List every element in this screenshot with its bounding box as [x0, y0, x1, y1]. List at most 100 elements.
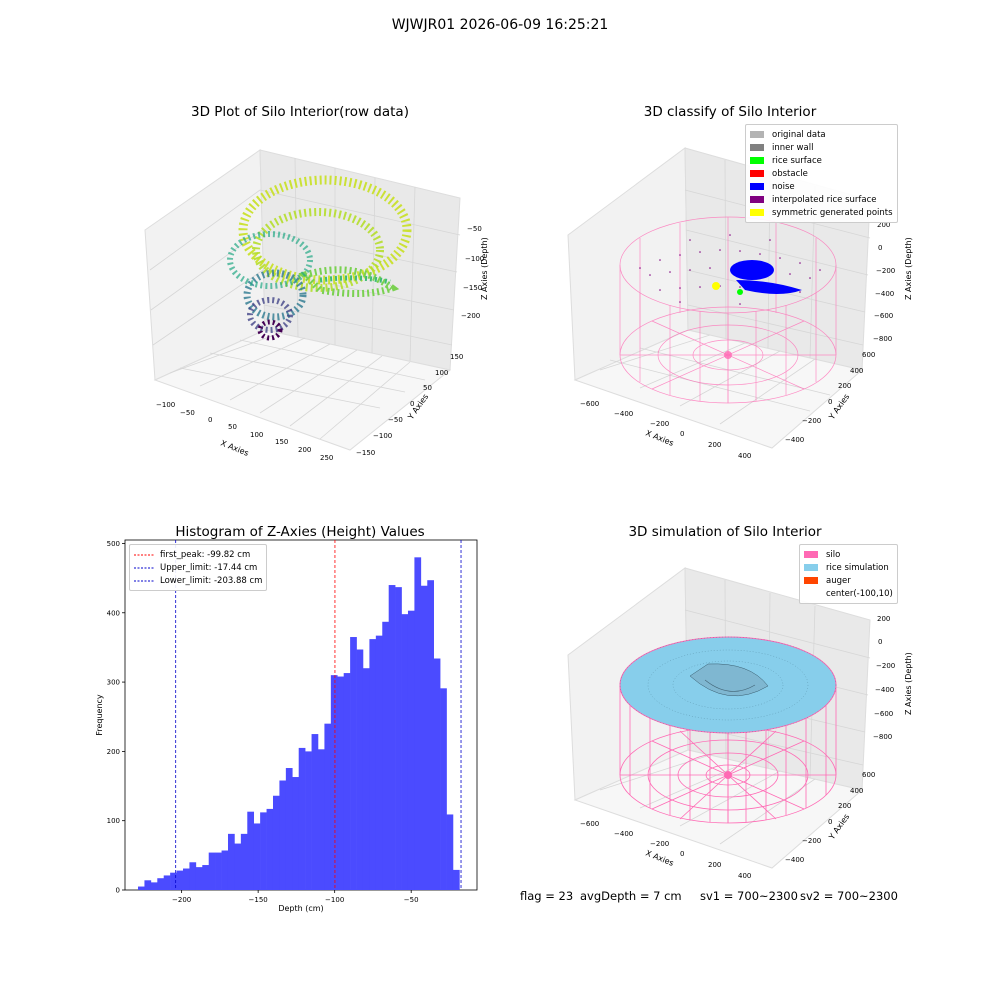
histogram-bar — [452, 869, 460, 890]
legend-label: obstacle — [772, 168, 808, 179]
sv2-text: sv2 = 700~2300 — [800, 889, 898, 903]
sim-x-axis-label: X Axies — [644, 849, 675, 868]
legend-item: rice surface — [750, 154, 893, 167]
legend-label: silo — [826, 549, 841, 560]
raw-3d-plot: −100 −50 0 50 100 150 200 250 −150 −100 … — [144, 149, 489, 462]
sim-ztick: −800 — [873, 733, 892, 741]
raw-ytick: 100 — [435, 369, 448, 377]
legend-item: Upper_limit: -17.44 cm — [134, 561, 262, 574]
raw-xtick: −50 — [180, 409, 195, 417]
classify-plot-title: 3D classify of Silo Interior — [643, 104, 817, 120]
classify-xtick: 0 — [680, 430, 684, 438]
legend-label: inner wall — [772, 142, 814, 153]
classify-xtick: −400 — [614, 410, 633, 418]
histogram-bars — [138, 557, 460, 890]
histogram-bar — [420, 585, 428, 890]
simulation-plot-title: 3D simulation of Silo Interior — [628, 524, 822, 540]
raw-xtick: 100 — [250, 431, 263, 439]
legend-item: auger — [804, 574, 893, 587]
histogram-bar — [150, 882, 158, 890]
histogram-bar — [240, 833, 248, 890]
classify-ytick: 200 — [838, 382, 851, 390]
y-tick-label: 500 — [107, 540, 120, 548]
sim-silo-wireframe — [619, 685, 837, 824]
classify-ytick: 600 — [862, 351, 875, 359]
x-tick-label: −200 — [172, 896, 191, 904]
legend-swatch — [750, 144, 764, 151]
sim-ytick: 200 — [838, 802, 851, 810]
sim-ytick: −200 — [802, 837, 821, 845]
raw-ytick: 0 — [410, 400, 414, 408]
histogram-bar — [356, 649, 364, 890]
legend-label: interpolated rice surface — [772, 194, 877, 205]
histogram-bar — [144, 880, 152, 890]
classify-rice-surface-points — [737, 289, 743, 295]
histogram-bar — [305, 751, 312, 890]
histogram-bar — [311, 734, 319, 890]
legend-swatch — [750, 183, 764, 190]
x-tick-label: −150 — [249, 896, 268, 904]
histogram-bar — [433, 658, 441, 890]
legend-label: rice simulation — [826, 562, 889, 573]
classify-legend: original data inner wall rice surface ob… — [745, 124, 898, 223]
classify-ytick: 0 — [828, 398, 832, 406]
histogram-bar — [350, 637, 357, 890]
figure-title: WJWJR01 2026-06-09 16:25:21 — [391, 17, 609, 33]
sim-ztick: 200 — [877, 615, 890, 623]
classify-ztick: −600 — [874, 312, 893, 320]
histogram-bar — [375, 635, 383, 890]
histogram-bar — [247, 811, 255, 890]
legend-swatch — [804, 551, 818, 558]
histogram-bar — [176, 870, 184, 890]
histogram-bar — [253, 823, 261, 890]
classify-z-axis-label: Z Axies (Depth) — [904, 237, 913, 300]
histogram-bar — [440, 688, 447, 890]
classify-3d-plot: −600 −400 −200 0 200 400 −400 −200 0 200… — [567, 147, 913, 460]
histogram-reference-lines — [175, 540, 462, 890]
legend-swatch — [750, 170, 764, 177]
raw-tick-labels: −100 −50 0 50 100 150 200 250 −150 −100 … — [156, 225, 484, 462]
histogram-bar — [362, 668, 370, 890]
classify-floor-pane — [573, 329, 864, 449]
histogram-bar — [157, 878, 165, 890]
histogram-bar — [337, 676, 344, 890]
classify-tick-labels: −600 −400 −200 0 200 400 −400 −200 0 200… — [580, 221, 895, 460]
sim-ytick: −400 — [785, 856, 804, 864]
raw-xtick: −100 — [156, 401, 175, 409]
histogram-bar — [260, 812, 267, 890]
raw-xtick: 200 — [298, 446, 311, 454]
legend-swatch — [804, 564, 818, 571]
histogram-bar — [183, 868, 190, 890]
legend-item: symmetric generated points — [750, 206, 893, 219]
histogram-bar — [202, 865, 210, 890]
simulation-3d-plot: −600 −400 −200 0 200 400 −400 −200 0 200… — [567, 567, 913, 880]
histogram-bar — [388, 585, 396, 890]
classify-center-marker — [724, 351, 732, 359]
sim-xtick: 400 — [738, 872, 751, 880]
legend-line-blue — [134, 567, 154, 568]
histogram-bar — [407, 610, 415, 890]
sim-ztick: −600 — [874, 710, 893, 718]
sim-tick-labels: −600 −400 −200 0 200 400 −400 −200 0 200… — [580, 615, 895, 880]
legend-item: center(-100,10) — [804, 587, 893, 600]
histogram-bar — [163, 875, 171, 890]
histogram-bar — [266, 808, 274, 890]
legend-swatch — [804, 577, 818, 584]
legend-label: first_peak: -99.82 cm — [160, 549, 251, 560]
histogram-bar — [189, 862, 197, 890]
histogram-y-ticks: 0 100 200 300 400 500 — [107, 540, 125, 895]
legend-label: center(-100,10) — [826, 588, 893, 599]
legend-swatch — [750, 196, 764, 203]
sim-ytick: 400 — [850, 787, 863, 795]
sim-xtick: −400 — [614, 830, 633, 838]
legend-item: rice simulation — [804, 561, 893, 574]
sim-ztick: −200 — [876, 662, 895, 670]
raw-ztick: −50 — [467, 225, 482, 233]
raw-ztick: −200 — [461, 312, 480, 320]
raw-xtick: 250 — [320, 454, 333, 462]
sim-xtick: −200 — [650, 840, 669, 848]
legend-label: noise — [772, 181, 795, 192]
legend-swatch — [750, 131, 764, 138]
histogram-bar — [138, 886, 145, 890]
histogram-bar — [324, 723, 332, 890]
